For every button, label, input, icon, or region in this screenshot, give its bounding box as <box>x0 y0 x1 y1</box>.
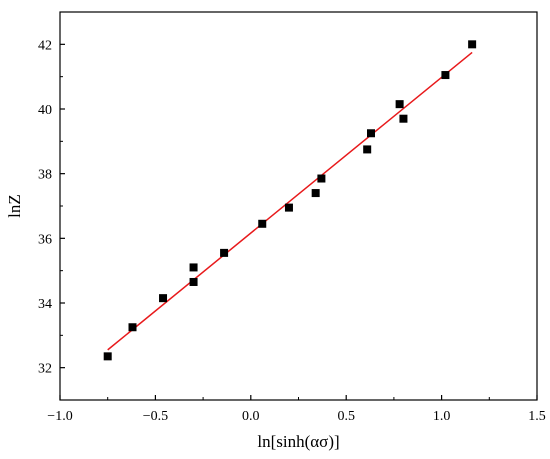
y-tick-label: 38 <box>38 168 52 183</box>
fit-line-layer <box>107 51 473 351</box>
ticks-layer: −1.0 −0.5 0.0 0.5 1.0 1.5 32 34 36 38 40 42 <box>38 11 546 424</box>
data-point <box>284 203 293 212</box>
y-tick-label: 40 <box>38 103 52 118</box>
data-point <box>189 277 198 286</box>
y-tick-label: 34 <box>38 297 52 312</box>
data-point <box>311 189 320 198</box>
data-point <box>399 114 408 123</box>
x-tick-label: 1.5 <box>528 409 546 424</box>
data-point <box>128 323 137 332</box>
y-tick-label: 42 <box>38 38 52 53</box>
data-point <box>367 129 376 138</box>
data-point <box>468 40 477 49</box>
plot-frame <box>59 11 538 401</box>
y-tick-label: 32 <box>38 362 52 377</box>
data-point <box>317 174 326 183</box>
x-tick-label: 0.5 <box>337 409 355 424</box>
data-point <box>395 100 404 109</box>
y-tick-label: 36 <box>38 232 52 247</box>
x-axis-label: ln[sinh(ασ)] <box>257 432 339 451</box>
x-tick-label: −1.0 <box>47 409 72 424</box>
data-point <box>103 352 112 361</box>
x-tick-label: 0.0 <box>242 409 260 424</box>
data-points-layer <box>103 40 477 361</box>
data-point <box>220 248 229 257</box>
data-point <box>159 294 168 303</box>
linear-fit-line <box>107 51 473 351</box>
x-tick-label: −0.5 <box>143 409 168 424</box>
data-point <box>441 71 450 80</box>
data-point <box>258 219 267 228</box>
x-tick-label: 1.0 <box>433 409 451 424</box>
data-point <box>189 263 198 272</box>
data-point <box>363 145 372 154</box>
y-axis-label: lnZ <box>5 194 24 218</box>
